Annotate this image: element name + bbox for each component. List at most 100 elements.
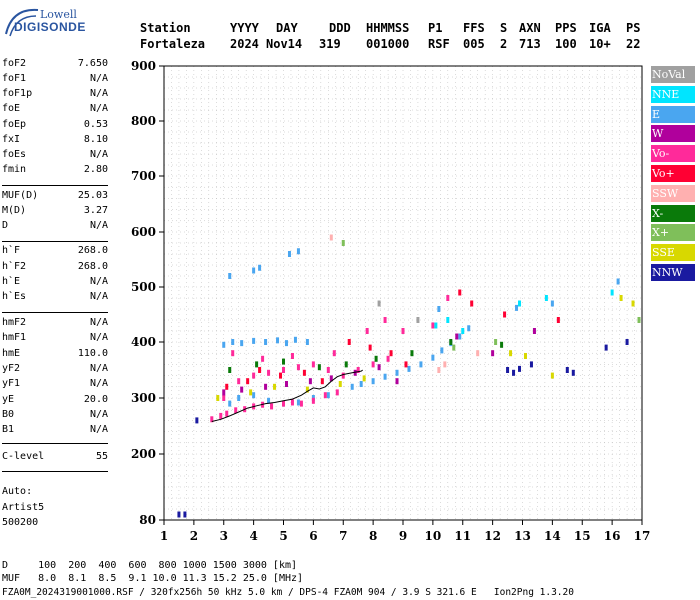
param-key: h`F bbox=[2, 245, 21, 256]
x-tick-label: 8 bbox=[369, 529, 377, 543]
echo-point bbox=[503, 311, 507, 318]
echo-point bbox=[296, 248, 300, 255]
header-label-2: DAY bbox=[276, 21, 298, 35]
param-value: 268.0 bbox=[77, 261, 108, 272]
param-key: hmF1 bbox=[2, 332, 27, 343]
echo-point bbox=[550, 300, 554, 307]
echo-point bbox=[267, 369, 271, 376]
echo-point bbox=[237, 395, 241, 401]
param-key: h`F2 bbox=[2, 261, 27, 272]
param-row: hmE 110.0 bbox=[2, 348, 108, 362]
echo-point bbox=[532, 328, 536, 334]
param-key: fmin bbox=[2, 164, 27, 175]
x-tick-label: 6 bbox=[309, 529, 317, 543]
footer-distance-row: D 100 200 400 600 800 1000 1500 3000 [km… bbox=[2, 560, 298, 571]
header-label-8: AXN bbox=[519, 21, 541, 35]
param-row: MUF(D) 25.03 bbox=[2, 190, 108, 204]
legend-item-ssw: SSW bbox=[651, 184, 695, 202]
echo-point bbox=[455, 333, 459, 340]
param-key: foF1 bbox=[2, 73, 27, 84]
echo-point bbox=[329, 234, 333, 241]
echo-point bbox=[437, 306, 441, 312]
echo-point bbox=[267, 397, 271, 404]
echo-point bbox=[610, 289, 614, 296]
header-value-0: Fortaleza bbox=[140, 37, 206, 51]
param-row: yF1 N/A bbox=[2, 378, 108, 392]
echo-point bbox=[228, 367, 232, 373]
param-key: C-level bbox=[2, 451, 45, 462]
x-tick-label: 7 bbox=[339, 529, 347, 543]
echo-point bbox=[323, 392, 327, 399]
echo-point bbox=[305, 386, 309, 393]
echo-point bbox=[518, 300, 522, 307]
param-row: foEs N/A bbox=[2, 149, 108, 163]
echo-point bbox=[249, 389, 253, 396]
x-tick-label: 5 bbox=[279, 529, 287, 543]
header-label-9: PPS bbox=[555, 21, 577, 35]
echo-point bbox=[222, 389, 226, 396]
scaled-trace-line bbox=[211, 369, 363, 422]
param-key: foEs bbox=[2, 149, 27, 160]
param-value: 8.10 bbox=[83, 134, 108, 145]
footer-muf-row: MUF 8.0 8.1 8.5 9.1 10.0 11.3 15.2 25.0 … bbox=[2, 573, 304, 584]
param-value: 7.650 bbox=[77, 58, 108, 69]
echo-point bbox=[284, 381, 288, 387]
echo-point bbox=[544, 295, 548, 301]
digisonde-logo bbox=[5, 8, 39, 37]
y-tick-label: 700 bbox=[131, 169, 156, 183]
echo-point bbox=[231, 350, 235, 357]
echo-point bbox=[177, 511, 181, 518]
echo-point bbox=[344, 361, 348, 368]
logo-lowell-text: Lowell bbox=[40, 8, 77, 21]
header-label-0: Station bbox=[140, 21, 191, 35]
x-tick-label: 1 bbox=[160, 529, 168, 543]
legend-item-nne: NNE bbox=[651, 85, 695, 103]
x-tick-label: 12 bbox=[484, 529, 501, 543]
echo-point bbox=[529, 361, 533, 368]
param-row: C-level 55 bbox=[2, 451, 108, 465]
echo-point bbox=[404, 361, 408, 368]
param-value: 55 bbox=[95, 451, 108, 462]
y-tick-label: 800 bbox=[131, 114, 156, 128]
echo-point bbox=[368, 344, 372, 351]
echo-point bbox=[234, 407, 238, 414]
echo-point bbox=[264, 339, 268, 345]
param-row: h`Es N/A bbox=[2, 291, 108, 305]
param-row: h`E N/A bbox=[2, 276, 108, 290]
param-key: MUF(D) bbox=[2, 190, 39, 201]
echo-point bbox=[410, 350, 414, 357]
echo-point bbox=[219, 412, 223, 419]
echo-point bbox=[637, 317, 641, 323]
param-row: foEp 0.53 bbox=[2, 119, 108, 133]
echo-point bbox=[252, 337, 256, 344]
echo-point bbox=[377, 364, 381, 371]
echo-point bbox=[625, 339, 629, 345]
param-key: yF1 bbox=[2, 378, 21, 389]
echo-point bbox=[302, 369, 306, 376]
param-value: N/A bbox=[89, 424, 108, 435]
echo-point bbox=[222, 341, 226, 348]
x-tick-label: 10 bbox=[425, 529, 442, 543]
param-value: N/A bbox=[89, 220, 108, 231]
x-tick-label: 15 bbox=[574, 529, 591, 543]
header-label-5: P1 bbox=[428, 21, 443, 35]
echo-point bbox=[329, 375, 333, 382]
legend-item-e: E bbox=[651, 105, 695, 123]
y-tick-label: 300 bbox=[131, 391, 156, 405]
echo-point bbox=[619, 295, 623, 301]
x-tick-label: 13 bbox=[514, 529, 531, 543]
echo-point bbox=[228, 273, 232, 279]
echo-point bbox=[261, 355, 265, 362]
echo-point bbox=[270, 403, 274, 410]
x-tick-label: 4 bbox=[249, 529, 257, 543]
echo-point bbox=[470, 300, 474, 307]
echo-point bbox=[491, 350, 495, 357]
param-row: h`F2 268.0 bbox=[2, 261, 108, 275]
echo-point bbox=[383, 317, 387, 323]
echo-point bbox=[356, 367, 360, 373]
echo-point bbox=[509, 350, 513, 357]
echo-point bbox=[395, 378, 399, 385]
header-value-4: 001000 bbox=[366, 37, 410, 51]
echo-point bbox=[434, 322, 438, 329]
